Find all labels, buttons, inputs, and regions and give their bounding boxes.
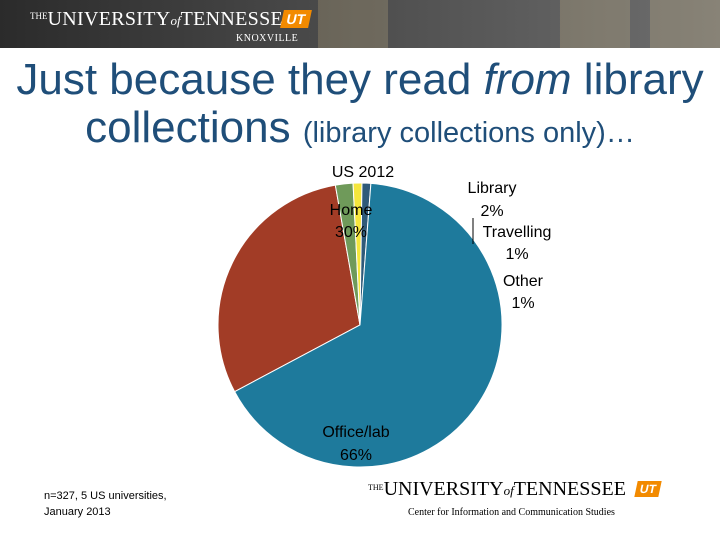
label-other-name: Other bbox=[503, 273, 544, 290]
header-banner: THEUNIVERSITYofTENNESSEE KNOXVILLE UT bbox=[0, 0, 720, 48]
pie-slice-office-lab bbox=[233, 182, 503, 468]
sample-note: n=327, 5 US universities, January 2013 bbox=[44, 488, 167, 520]
title-text-main: collections bbox=[85, 103, 303, 152]
title-text-italic: from bbox=[483, 55, 572, 104]
label-officelab-name: Office/lab bbox=[322, 424, 389, 441]
title-text-1: Just because they read bbox=[16, 55, 484, 104]
label-travelling-name: Travelling bbox=[483, 224, 552, 241]
title-text-3: library bbox=[571, 55, 704, 104]
logo-the: THE bbox=[368, 483, 384, 492]
logo-of: of bbox=[503, 483, 514, 498]
logo-tennessee: TENNESSEE bbox=[513, 478, 626, 500]
chart-title: US 2012 bbox=[332, 164, 394, 181]
title-line-1: Just because they read from library bbox=[0, 56, 720, 104]
label-library-value: 2% bbox=[480, 203, 503, 220]
banner-light bbox=[560, 0, 630, 48]
pie-slices bbox=[217, 182, 503, 468]
slide-title: Just because they read from library coll… bbox=[0, 56, 720, 157]
label-other-value: 1% bbox=[511, 295, 534, 312]
center-name: Center for Information and Communication… bbox=[408, 507, 615, 518]
banner-light bbox=[650, 0, 720, 48]
logo-the: THE bbox=[30, 11, 48, 21]
logo-tennessee: TENNESSEE bbox=[180, 8, 296, 30]
label-library-name: Library bbox=[468, 180, 517, 197]
logo-of: of bbox=[170, 13, 181, 28]
banner-light bbox=[318, 0, 388, 48]
label-officelab-value: 66% bbox=[340, 447, 372, 464]
logo-knoxville: KNOXVILLE bbox=[236, 33, 299, 44]
title-text-small: (library collections only)… bbox=[302, 117, 635, 149]
ut-logo-mark-footer: UT bbox=[634, 481, 662, 497]
pie-slice-home bbox=[217, 184, 361, 393]
label-travelling-value: 1% bbox=[505, 246, 528, 263]
label-home-name: Home bbox=[330, 202, 373, 219]
label-home-value: 30% bbox=[335, 224, 367, 241]
note-line-1: n=327, 5 US universities, bbox=[44, 490, 167, 502]
university-logo: THEUNIVERSITYofTENNESSEE KNOXVILLE bbox=[30, 8, 298, 44]
logo-university: UNIVERSITY bbox=[47, 8, 171, 30]
title-line-2: collections (library collections only)… bbox=[0, 104, 720, 157]
university-logo-footer: THEUNIVERSITYofTENNESSEE bbox=[368, 478, 626, 501]
logo-university: UNIVERSITY bbox=[383, 478, 504, 500]
note-line-2: January 2013 bbox=[44, 506, 111, 518]
